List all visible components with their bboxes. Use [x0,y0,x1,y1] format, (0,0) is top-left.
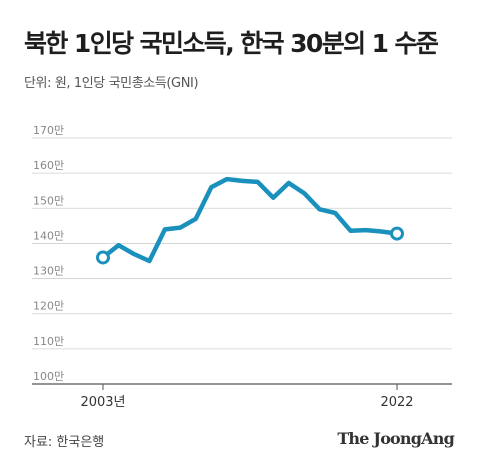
source-note: 자료: 한국은행 [24,435,105,450]
gni-line [100,176,400,264]
x-ticks: 2003년 2022 [80,384,414,410]
y-tick-label: 130만 [33,265,64,278]
y-tick-label: 120만 [33,300,64,313]
x-tick-label: 2022 [380,395,413,410]
grid-lines [32,137,452,385]
endpoint-markers [96,226,404,265]
unit-subtitle: 단위: 원, 1인당 국민총소득(GNI) [24,76,199,91]
y-tick-label: 160만 [33,159,64,172]
x-tick-label: 2003년 [80,395,125,410]
y-tick-label: 170만 [33,124,64,137]
y-tick-label: 150만 [33,194,64,207]
brand-logo: The JoongAng [337,429,454,448]
endpoint-marker [390,226,404,241]
chart-title: 북한 1인당 국민소득, 한국 30분의 1 수준 [24,29,439,58]
y-tick-label: 140만 [33,229,64,242]
endpoint-marker [96,250,110,265]
y-tick-label: 100만 [33,370,64,383]
y-tick-label: 110만 [33,335,64,348]
y-tick-labels: 100만 110만 120만 130만 140만 150만 160만 170만 [33,124,64,383]
